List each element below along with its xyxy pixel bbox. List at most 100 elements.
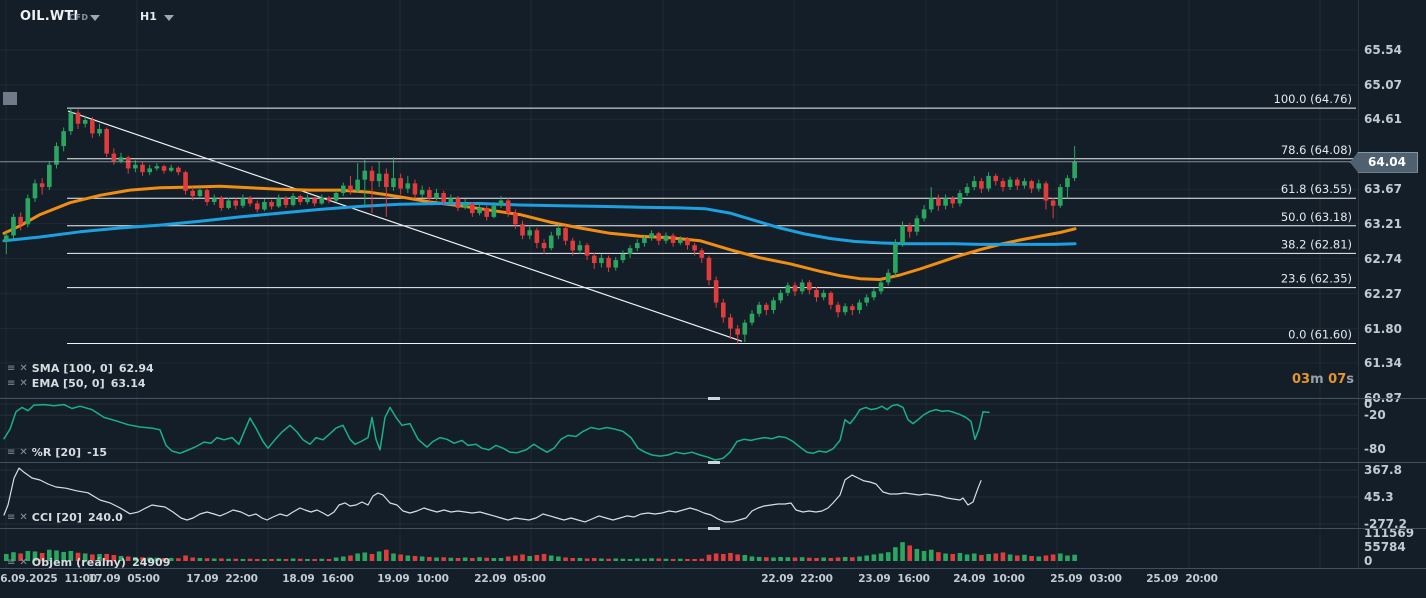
candle-body [979,181,984,189]
candle-body [971,181,977,188]
time-label: 18.09 16:00 [282,573,354,585]
candle-body [692,245,697,251]
volume-bar [1007,554,1013,561]
panel-divider-handle[interactable] [708,527,720,530]
candle-body [505,200,511,214]
indicator-settings-icon[interactable]: ≡ [7,511,16,523]
candle-body [305,198,310,202]
drawing-anchor-handle[interactable] [3,92,17,105]
panel-divider-handle[interactable] [708,397,720,400]
volume-panel-canvas[interactable] [0,528,1358,568]
time-axis[interactable]: 16.09.2025 11:00 17.09 05:00 17.09 22:00 18… [0,568,1426,598]
volume-bar [914,548,920,561]
volume-bar [821,557,826,561]
candle-body [140,164,145,173]
volume-bar [104,553,109,561]
candle-body [842,306,848,313]
indicator-settings-icon[interactable]: ≡ [7,377,16,389]
indicator-settings-icon[interactable]: ≡ [7,362,16,374]
candle-body [147,168,152,173]
candle-body [348,185,353,191]
price-axis[interactable]: 64.04 65.54 65.07 64.61 63.67 63.21 62.74 62.2… [1350,0,1426,568]
volume-bar [290,558,296,561]
candle-body [799,282,805,292]
time-label: 19.09 10:00 [377,573,449,585]
candle-body [484,207,489,217]
indicator-value: -15 [87,446,108,459]
symbol-name[interactable]: OIL.WTI [20,9,79,24]
volume-bar [297,558,303,561]
volume-bar [11,552,16,561]
sma100-line [2,202,1077,246]
volume-bar [677,558,683,561]
candle-body [340,185,346,194]
wr-panel-canvas[interactable] [0,398,1358,462]
candle-body [290,196,296,205]
volume-bar [240,558,246,561]
indicator-settings-icon[interactable]: ≡ [7,556,16,568]
candle-body [677,239,683,243]
indicator-remove-icon[interactable]: ✕ [19,511,28,523]
volume-bar [18,553,23,561]
candle-body [233,200,239,206]
timeframe-selector[interactable]: H1 [140,10,157,23]
candle-body [4,235,9,241]
percent-r-line [3,403,990,461]
candle-body [936,198,941,206]
volume-bar [577,557,583,561]
volume-bar [254,558,260,561]
volume-bar [864,555,869,561]
volume-bar [850,557,855,561]
volume-bar [556,556,561,561]
timeframe-dropdown-caret-icon[interactable] [164,15,174,21]
price-tick: 65.07 [1364,78,1402,92]
volume-bar [61,551,66,561]
candle-body [527,230,533,236]
indicator-remove-icon[interactable]: ✕ [19,362,28,374]
indicator-remove-icon[interactable]: ✕ [19,556,28,568]
fib-label: 100.0 (64.76) [1274,92,1352,106]
volume-bar [971,553,977,561]
indicator-remove-icon[interactable]: ✕ [19,377,28,389]
indicator-settings-icon[interactable]: ≡ [7,446,16,458]
volume-bar [197,557,203,561]
volume-bar [219,558,224,561]
current-price-label: 64.04 [1368,155,1406,170]
volume-bar [477,557,482,561]
candle-body [534,230,540,243]
volume-bar [979,554,984,561]
main-chart-canvas[interactable]: 100.0 (64.76) 78.6 (64.08) 61.8 (63.55) 50.… [0,0,1358,398]
candle-body [563,228,568,241]
candle-body [914,218,920,232]
candle-body [441,193,446,202]
volume-bar [1000,552,1006,561]
candle-body [398,178,403,189]
fib-label: 38.2 (62.81) [1281,237,1352,251]
panel-divider-handle[interactable] [708,461,720,464]
indicator-remove-icon[interactable]: ✕ [19,446,28,458]
candle-body [470,203,475,214]
time-label: 16.09.2025 11:00 [0,573,97,585]
fib-label: 50.0 (63.18) [1281,210,1352,224]
volume-bar [312,558,317,561]
symbol-dropdown-caret-icon[interactable] [90,15,100,21]
volume-bar [857,556,862,561]
candle-body [54,146,59,165]
indicator-label: SMA [100, 0] [31,362,113,375]
candle-body [728,317,733,329]
candle-body [649,233,654,238]
candle-body [434,193,439,199]
cci-scale-tick: -277.2 [1364,517,1407,531]
candle-body [355,179,360,191]
volume-bar [125,556,131,561]
volume-bar [448,557,454,561]
candle-body [11,216,16,236]
candle-body [405,183,411,189]
candle-body [384,173,389,188]
cci-panel-canvas[interactable] [0,462,1358,528]
volume-bar [39,552,45,561]
candle-body [197,190,203,197]
time-label: 17.09 05:00 [88,573,160,585]
volume-bar [663,558,669,561]
candle-body [1057,187,1063,206]
